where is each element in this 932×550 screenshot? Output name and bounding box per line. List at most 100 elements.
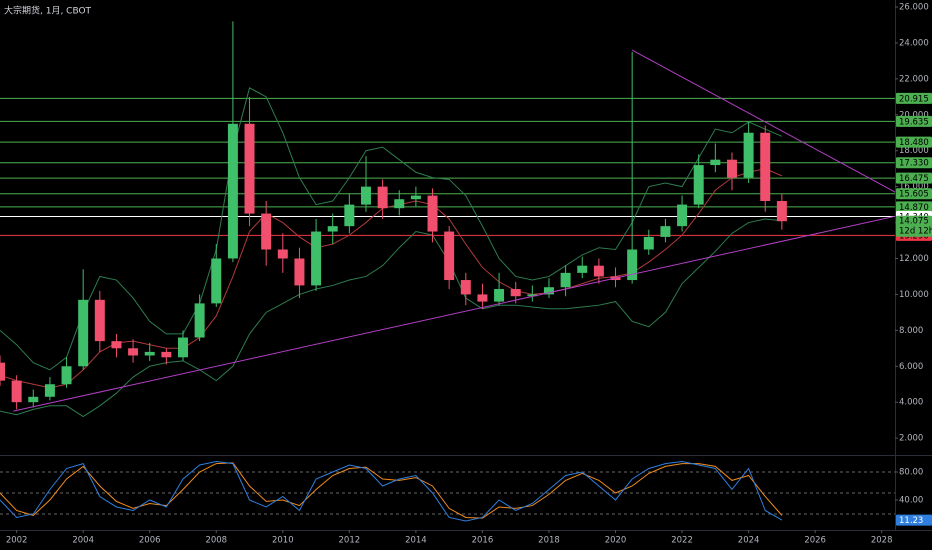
- level-label: 18.480: [899, 138, 929, 148]
- x-tick-label: 2010: [272, 536, 294, 546]
- band-upper: [0, 87, 783, 371]
- candle-body: [776, 201, 787, 222]
- stochastic-pane: [0, 461, 895, 522]
- level-label: 19.635: [899, 117, 929, 127]
- candle-body: [244, 123, 255, 214]
- countdown-label: 12d 12h: [899, 227, 932, 237]
- x-tick-label: 2022: [671, 536, 693, 546]
- candle-body: [327, 226, 338, 232]
- candle-body: [444, 231, 455, 281]
- candle-body: [693, 165, 704, 205]
- x-tick-label: 2026: [804, 536, 826, 546]
- level-label-box: [896, 201, 932, 213]
- last-price-label: 14.075: [899, 217, 929, 227]
- candle-body: [726, 159, 737, 178]
- y-tick-label: 26.000: [899, 3, 929, 13]
- candle-body: [28, 396, 39, 403]
- level-label-box: [896, 188, 932, 200]
- x-tick-label: 2012: [339, 536, 361, 546]
- main-pane: [0, 21, 895, 418]
- level-label: 15.605: [899, 190, 929, 200]
- y-tick-label: 2.000: [899, 434, 923, 444]
- candle-body: [410, 195, 421, 200]
- candle-body: [377, 186, 388, 209]
- candle-body: [344, 204, 355, 227]
- x-tick-label: 2004: [72, 536, 94, 546]
- candle-body: [360, 186, 371, 205]
- candle-body: [294, 258, 305, 286]
- trendline: [13, 215, 895, 412]
- x-tick-label: 2014: [405, 536, 427, 546]
- candle-body: [577, 265, 588, 273]
- candle-body: [494, 289, 505, 302]
- candle-body: [760, 132, 771, 202]
- x-tick-label: 2028: [871, 536, 893, 546]
- candle-body: [44, 384, 55, 397]
- candle-body: [161, 351, 172, 358]
- stoch-k: [0, 461, 783, 522]
- candle-body: [677, 204, 688, 227]
- stoch-d: [0, 462, 783, 519]
- candle-body: [527, 294, 538, 297]
- x-tick-label: 2018: [538, 536, 560, 546]
- x-tick-label: 2024: [738, 536, 760, 546]
- candle-body: [61, 366, 72, 385]
- candle-body: [510, 289, 521, 297]
- y-tick-label: 24.000: [899, 38, 929, 48]
- y-tick-label: 16.000: [899, 182, 929, 192]
- candle-body: [128, 348, 139, 356]
- candle-body: [660, 226, 671, 237]
- candle-body: [593, 265, 604, 277]
- candle-body: [211, 258, 222, 304]
- candle-body: [144, 351, 155, 356]
- candle-body: [0, 362, 5, 381]
- axes: 2.0004.0006.0008.00010.00012.00014.00016…: [6, 3, 932, 546]
- moving-average: [0, 168, 783, 389]
- x-tick-label: 2008: [205, 536, 227, 546]
- chart-title: 大宗期货, 1月, CBOT: [4, 5, 92, 17]
- candle-body: [94, 299, 105, 342]
- candle-body: [743, 132, 754, 178]
- y-tick-label: 8.000: [899, 326, 923, 336]
- candle-body: [78, 299, 89, 367]
- y-tick-label: 6.000: [899, 362, 923, 372]
- stoch-tick-label: 80.00: [899, 468, 923, 478]
- stoch-tick-label: 40.00: [899, 495, 923, 505]
- level-label-box: [896, 92, 932, 104]
- candle-body: [194, 303, 205, 338]
- x-tick-label: 2006: [139, 536, 161, 546]
- candle-body: [394, 199, 405, 209]
- y-tick-label: 20.000: [899, 110, 929, 120]
- candle-body: [460, 280, 471, 295]
- candle-body: [277, 249, 288, 259]
- y-tick-label: 12.000: [899, 254, 929, 264]
- level-label: 20.915: [899, 94, 929, 104]
- level-label: 16.475: [899, 174, 929, 184]
- candle-body: [627, 249, 638, 281]
- trendline: [631, 49, 895, 193]
- band-lower: [0, 218, 782, 418]
- y-tick-label: 10.000: [899, 290, 929, 300]
- level-label-box: [896, 172, 932, 184]
- level-label-box: [896, 157, 932, 169]
- level-label-box: [896, 115, 932, 127]
- x-tick-label: 2016: [472, 536, 494, 546]
- candle-body: [560, 272, 571, 288]
- level-label: 17.330: [899, 159, 929, 169]
- candle-body: [111, 341, 122, 349]
- candle-body: [427, 195, 438, 232]
- y-tick-label: 22.000: [899, 74, 929, 84]
- candle-body: [11, 380, 22, 403]
- x-tick-label: 2002: [6, 536, 28, 546]
- level-label: 14.870: [899, 203, 929, 213]
- candle-body: [543, 287, 554, 295]
- x-tick-label: 2020: [605, 536, 627, 546]
- candle-body: [643, 236, 654, 250]
- y-tick-label: 18.000: [899, 146, 929, 156]
- candle-body: [311, 231, 322, 286]
- y-tick-label: 4.000: [899, 398, 923, 408]
- candle-body: [227, 123, 238, 259]
- stoch-value-label: 11.23: [899, 516, 923, 526]
